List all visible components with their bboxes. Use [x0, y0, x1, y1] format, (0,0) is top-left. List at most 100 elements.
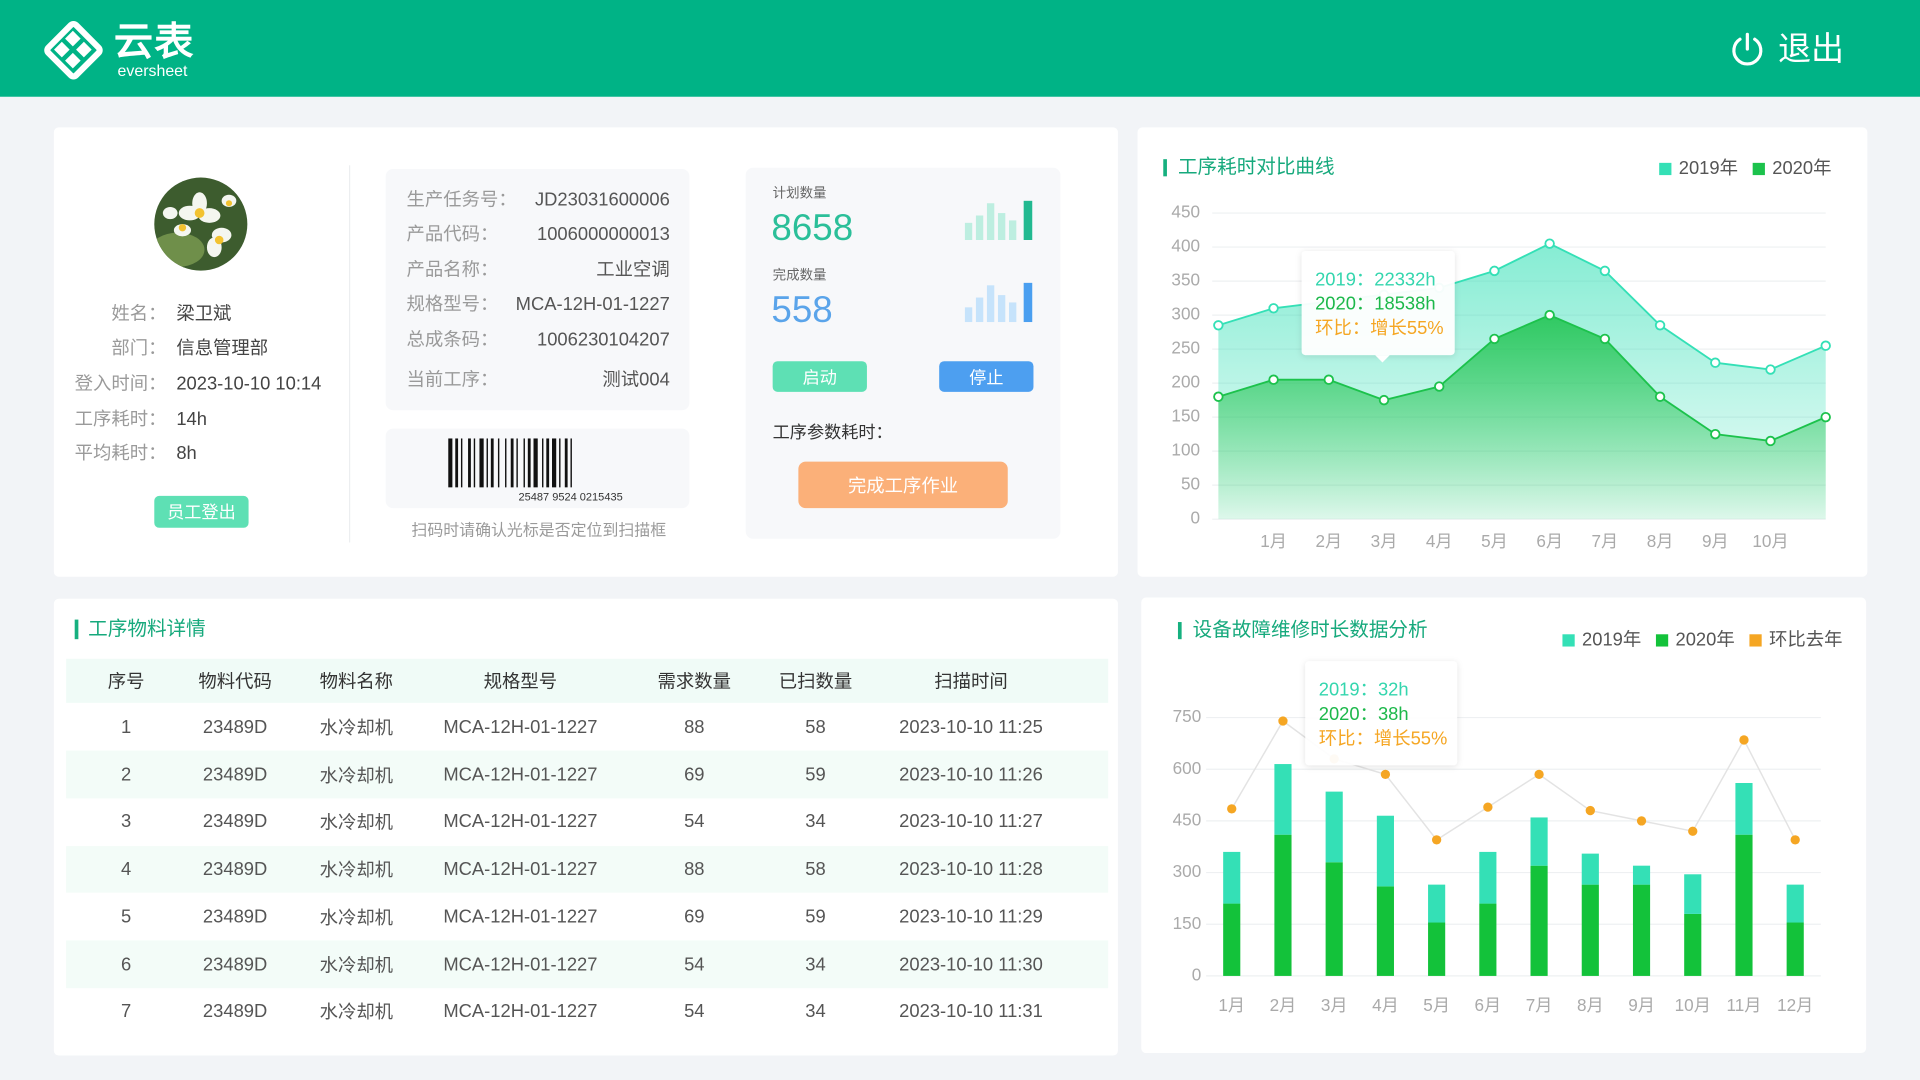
- bar: [1223, 903, 1241, 976]
- table-cell: 水冷却机: [319, 860, 394, 882]
- bar: [1735, 834, 1753, 976]
- title-marker: [1177, 622, 1182, 640]
- point: [1820, 411, 1831, 423]
- table-cell: 23489D: [202, 906, 268, 928]
- table-cell: 54: [684, 1001, 705, 1023]
- table-cell: 54: [684, 953, 705, 975]
- bar: [1479, 851, 1497, 904]
- x-tick-label: 3月: [1321, 995, 1348, 1015]
- barcode-bar: [505, 438, 507, 488]
- column-header: 扫描时间: [934, 671, 1008, 693]
- point: [1739, 735, 1749, 745]
- divider: [348, 165, 351, 543]
- barcode-bar: [523, 438, 525, 488]
- table-cell: 7: [121, 1001, 132, 1023]
- table-cell: MCA-12H-01-1227: [443, 1001, 598, 1023]
- field-value: 信息管理部: [176, 337, 269, 359]
- y-tick-label: 600: [1173, 758, 1202, 778]
- bar: [1479, 903, 1497, 976]
- barcode-bar: [552, 438, 557, 488]
- legend-swatch: [1562, 634, 1575, 647]
- table-cell: 2023-10-10 11:29: [899, 906, 1043, 928]
- power-icon[interactable]: [1729, 31, 1766, 68]
- barcode-bar: [516, 438, 518, 488]
- column-header: 已扫数量: [778, 671, 853, 693]
- table-cell: 1: [121, 716, 132, 738]
- bar: [1632, 884, 1651, 976]
- y-tick-label: 150: [1171, 406, 1200, 426]
- table-cell: 54: [684, 811, 705, 833]
- task-label: 产品代码：: [406, 224, 499, 245]
- x-tick-label: 8月: [1577, 995, 1604, 1015]
- start-button[interactable]: 启动: [772, 361, 867, 392]
- legend-swatch: [1749, 634, 1762, 647]
- table-cell: 23489D: [202, 1001, 268, 1023]
- y-tick-label: 50: [1181, 474, 1200, 494]
- tooltip-box: [1305, 661, 1458, 766]
- y-tick-label: 300: [1171, 304, 1200, 324]
- task-label: 当前工序：: [406, 369, 499, 391]
- table-cell: 58: [805, 716, 826, 738]
- tooltip-box: [1301, 251, 1455, 356]
- logo-icon: [44, 20, 103, 80]
- row-stripe: [66, 940, 1109, 988]
- sparkline: [964, 200, 1033, 240]
- table-cell: 88: [684, 716, 705, 738]
- point: [1278, 716, 1288, 726]
- brand-sub: eversheet: [117, 61, 188, 80]
- y-tick-label: 450: [1171, 202, 1200, 222]
- table-cell: 69: [684, 906, 705, 928]
- point: [1544, 309, 1555, 321]
- header: 云表 eversheet 退出: [0, 0, 1920, 97]
- task-value: 工业空调: [596, 259, 670, 281]
- bar: [1530, 865, 1548, 976]
- line: [1218, 314, 1827, 442]
- task-label: 产品名称：: [406, 259, 499, 281]
- point: [1710, 428, 1721, 440]
- barcode-bar: [542, 438, 544, 488]
- point: [1268, 374, 1279, 385]
- complete-button[interactable]: 完成工序作业: [798, 461, 1008, 509]
- x-tick-label: 3月: [1371, 531, 1398, 551]
- avatar: [154, 177, 248, 271]
- logout[interactable]: 退出: [1777, 30, 1845, 68]
- barcode-bar: [448, 438, 453, 488]
- y-tick-label: 150: [1173, 913, 1202, 933]
- bar: [1632, 865, 1651, 885]
- table-cell: 5: [121, 906, 132, 928]
- point: [1268, 303, 1279, 314]
- row-stripe: [66, 751, 1109, 799]
- field-value: 14h: [176, 408, 207, 430]
- brand: 云表: [113, 19, 195, 64]
- column-header: 物料名称: [319, 671, 394, 693]
- field-label: 平均耗时：: [74, 443, 167, 465]
- table-cell: 59: [805, 764, 826, 786]
- y-tick-label: 300: [1173, 861, 1202, 881]
- bar: [1325, 862, 1343, 976]
- barcode-bar: [490, 438, 494, 488]
- field-label: 登入时间：: [74, 373, 167, 395]
- bar: [1274, 764, 1292, 835]
- barcode-bar: [570, 438, 572, 488]
- stop-button[interactable]: 停止: [939, 361, 1034, 392]
- table-cell: 水冷却机: [319, 907, 394, 929]
- table-cell: 6: [121, 953, 132, 975]
- task-value: 1006230104207: [536, 329, 670, 351]
- table-cell: MCA-12H-01-1227: [443, 906, 598, 928]
- x-tick-label: 2月: [1270, 995, 1297, 1015]
- barcode-bar: [564, 438, 568, 488]
- y-tick-label: 450: [1173, 809, 1202, 829]
- tooltip-line: 环比：增长55%: [1315, 317, 1444, 338]
- point: [1489, 333, 1500, 345]
- logout-button[interactable]: 员工登出: [154, 495, 249, 528]
- table-cell: MCA-12H-01-1227: [443, 859, 598, 880]
- point: [1534, 769, 1544, 780]
- x-tick-label: 9月: [1628, 995, 1655, 1015]
- bar: [1530, 817, 1548, 866]
- legend-label: 2019年: [1679, 157, 1738, 178]
- point: [1213, 391, 1224, 402]
- point: [1227, 804, 1237, 814]
- bar: [1376, 886, 1394, 976]
- x-tick-label: 7月: [1592, 531, 1619, 551]
